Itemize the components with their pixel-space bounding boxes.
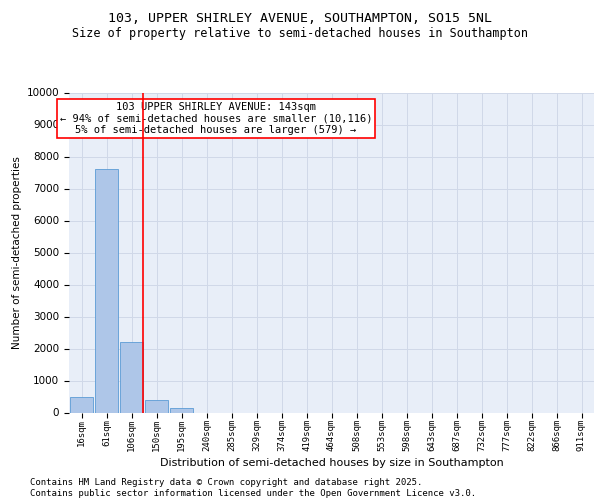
Text: Size of property relative to semi-detached houses in Southampton: Size of property relative to semi-detach… [72, 28, 528, 40]
Bar [95, 170, 118, 412]
Bar [70, 397, 93, 412]
Text: Contains HM Land Registry data © Crown copyright and database right 2025.
Contai: Contains HM Land Registry data © Crown c… [30, 478, 476, 498]
Y-axis label: Number of semi-detached properties: Number of semi-detached properties [13, 156, 22, 349]
X-axis label: Distribution of semi-detached houses by size in Southampton: Distribution of semi-detached houses by … [160, 458, 503, 468]
Bar [145, 400, 168, 412]
Text: 103, UPPER SHIRLEY AVENUE, SOUTHAMPTON, SO15 5NL: 103, UPPER SHIRLEY AVENUE, SOUTHAMPTON, … [108, 12, 492, 26]
Bar [170, 408, 193, 412]
Text: 103 UPPER SHIRLEY AVENUE: 143sqm
← 94% of semi-detached houses are smaller (10,1: 103 UPPER SHIRLEY AVENUE: 143sqm ← 94% o… [60, 102, 372, 136]
Bar [120, 342, 143, 412]
